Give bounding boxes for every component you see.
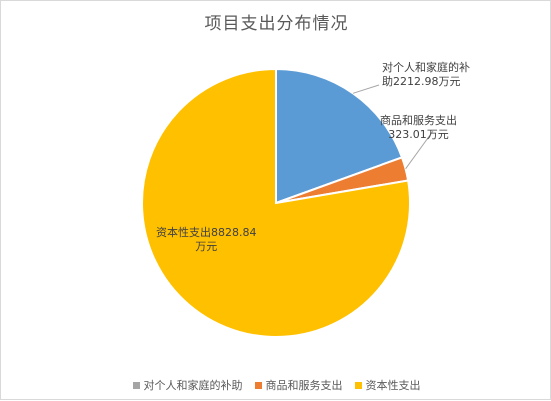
pie-slice-capital bbox=[141, 67, 411, 338]
leader-line bbox=[352, 84, 380, 94]
data-label-goods-services: 商品和服务支出 323.01万元 bbox=[380, 114, 457, 142]
legend-swatch bbox=[354, 381, 362, 389]
data-label-line: 对个人和家庭的补 bbox=[382, 61, 470, 74]
leader-line bbox=[405, 130, 434, 170]
legend-item[interactable]: 商品和服务支出 bbox=[254, 377, 343, 393]
chart-legend: 对个人和家庭的补助 商品和服务支出 资本性支出 bbox=[1, 377, 551, 393]
data-label-individual-household: 对个人和家庭的补 助2212.98万元 bbox=[382, 61, 470, 89]
chart-title: 项目支出分布情况 bbox=[204, 14, 349, 34]
legend-label: 商品和服务支出 bbox=[265, 379, 343, 392]
legend-item[interactable]: 对个人和家庭的补助 bbox=[132, 377, 243, 393]
legend-swatch bbox=[132, 381, 140, 389]
data-label-line: 323.01万元 bbox=[388, 128, 449, 141]
data-label-line: 助2212.98万元 bbox=[382, 75, 461, 88]
data-label-line: 商品和服务支出 bbox=[380, 114, 457, 127]
legend-label: 资本性支出 bbox=[365, 379, 421, 392]
pie-slice-individual-household bbox=[275, 67, 404, 205]
data-label-capital: 资本性支出8828.84 万元 bbox=[156, 226, 257, 254]
legend-swatch bbox=[254, 381, 262, 389]
data-label-line: 万元 bbox=[195, 240, 218, 253]
legend-label: 对个人和家庭的补助 bbox=[143, 379, 243, 392]
legend-item[interactable]: 资本性支出 bbox=[354, 377, 421, 393]
data-label-line: 资本性支出8828.84 bbox=[156, 226, 257, 239]
